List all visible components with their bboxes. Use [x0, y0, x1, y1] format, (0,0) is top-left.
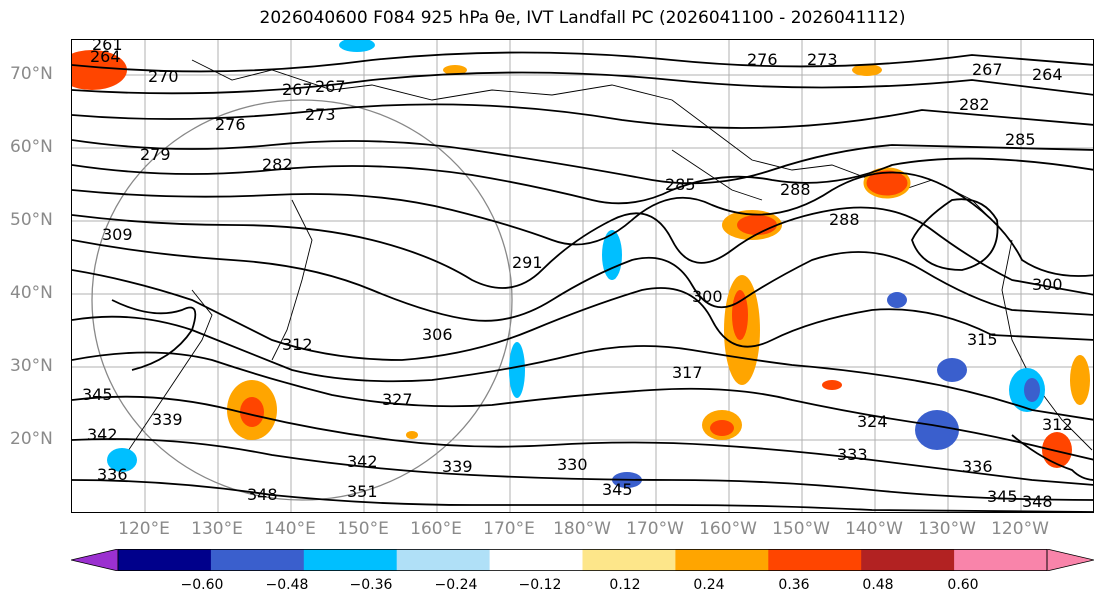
- contour-label: 336: [97, 465, 128, 484]
- lon-label: 120°W: [991, 519, 1049, 539]
- lon-label: 160°W: [699, 519, 757, 539]
- graticule: [72, 40, 1093, 512]
- lon-label: 140°W: [845, 519, 903, 539]
- colorbar-tick-label: −0.48: [265, 577, 309, 593]
- ivt-shading: [72, 40, 1090, 488]
- contour-label: 285: [1005, 130, 1036, 149]
- contour-label: 339: [152, 410, 183, 429]
- contour-label: 273: [807, 50, 838, 69]
- map-panel: 264 261 267 270 267 273 276 279 276 273 …: [71, 39, 1094, 513]
- contour-label: 264: [90, 47, 121, 66]
- colorbar-swatch: [954, 549, 1048, 571]
- lon-label: 120°E: [118, 519, 170, 539]
- colorbar-tick-label: 0.60: [947, 577, 979, 593]
- lon-label: 150°E: [337, 519, 389, 539]
- colorbar-tick-label: −0.24: [434, 577, 478, 593]
- colorbar: [71, 549, 1094, 571]
- lon-label: 130°W: [918, 519, 976, 539]
- lat-label: 40°N: [10, 283, 53, 303]
- colorbar-swatch: [396, 549, 491, 571]
- lat-label: 70°N: [10, 64, 53, 84]
- lon-label: 170°W: [626, 519, 684, 539]
- lat-label: 50°N: [10, 210, 53, 230]
- contour-label: 345: [82, 385, 113, 404]
- contour-label: 288: [780, 180, 811, 199]
- contour-label: 267: [972, 60, 1003, 79]
- colorbar-tick-label: 0.48: [862, 577, 894, 593]
- colorbar-extend-min: [71, 549, 119, 571]
- colorbar-swatch: [210, 549, 305, 571]
- contour-label: 312: [1042, 415, 1073, 434]
- colorbar-tick-label: −0.12: [518, 577, 562, 593]
- colorbar-swatch: [489, 549, 583, 571]
- contour-label: 309: [102, 225, 133, 244]
- lon-label: 140°E: [264, 519, 316, 539]
- lon-label: 180°W: [553, 519, 611, 539]
- colorbar-swatch: [582, 549, 676, 571]
- contour-label: 285: [665, 175, 696, 194]
- colorbar-tick-label: −0.60: [180, 577, 224, 593]
- contour-label: 312: [282, 335, 313, 354]
- contour-label: 330: [557, 455, 588, 474]
- contour-label: 267: [315, 77, 346, 96]
- contour-label: 348: [1022, 492, 1053, 511]
- contour-label: 327: [382, 390, 413, 409]
- contour-label: 300: [692, 287, 723, 306]
- lon-label: 170°E: [483, 519, 535, 539]
- contour-label: 270: [148, 67, 179, 86]
- contour-label: 264: [1032, 65, 1063, 84]
- map-canvas: 264 261 267 270 267 273 276 279 276 273 …: [72, 40, 1093, 512]
- contour-label: 324: [857, 412, 888, 431]
- contour-label: 342: [347, 452, 378, 471]
- contour-label: 282: [262, 155, 293, 174]
- contour-label: 336: [962, 457, 993, 476]
- contour-label: 273: [305, 105, 336, 124]
- colorbar-tick-label: −0.36: [349, 577, 393, 593]
- contour-label: 333: [837, 445, 868, 464]
- lat-label: 30°N: [10, 356, 53, 376]
- lat-label: 60°N: [10, 137, 53, 157]
- colorbar-swatch: [675, 549, 769, 571]
- contour-label: 317: [672, 363, 703, 382]
- colorbar-swatch: [118, 549, 212, 571]
- contour-label: 351: [347, 482, 378, 501]
- colorbar-extend-max: [1046, 549, 1094, 571]
- theta-e-contours: [72, 51, 1093, 512]
- contour-label: 306: [422, 325, 453, 344]
- contour-label: 345: [987, 487, 1018, 506]
- contour-label: 276: [747, 50, 778, 69]
- contour-label: 342: [87, 425, 118, 444]
- lon-label: 130°E: [191, 519, 243, 539]
- contour-label: 279: [140, 145, 171, 164]
- contour-label: 267: [282, 80, 313, 99]
- lat-label: 20°N: [10, 429, 53, 449]
- contour-label: 276: [215, 115, 246, 134]
- contour-label: 345: [602, 480, 633, 499]
- map-title: 2026040600 F084 925 hPa θe, IVT Landfall…: [259, 8, 906, 28]
- contour-label: 339: [442, 457, 473, 476]
- lon-label: 160°E: [410, 519, 462, 539]
- contour-label: 315: [967, 330, 998, 349]
- contour-label: 288: [829, 210, 860, 229]
- colorbar-tick-label: 0.24: [693, 577, 725, 593]
- contour-label: 261: [92, 40, 123, 54]
- contour-label-group: 264 261 267 270 267 273 276 279 276 273 …: [82, 40, 1073, 511]
- contour-label: 300: [1032, 275, 1063, 294]
- contour-label: 282: [959, 95, 990, 114]
- region-circle: [91, 99, 513, 501]
- colorbar-tick-label: 0.36: [778, 577, 810, 593]
- contour-label: 348: [247, 485, 278, 504]
- lon-label: 150°W: [772, 519, 830, 539]
- colorbar-swatch: [861, 549, 955, 571]
- colorbar-tick-label: 0.12: [609, 577, 641, 593]
- colorbar-border: [117, 549, 1048, 571]
- contour-label: 291: [512, 253, 543, 272]
- colorbar-swatch: [768, 549, 862, 571]
- colorbar-swatch: [303, 549, 398, 571]
